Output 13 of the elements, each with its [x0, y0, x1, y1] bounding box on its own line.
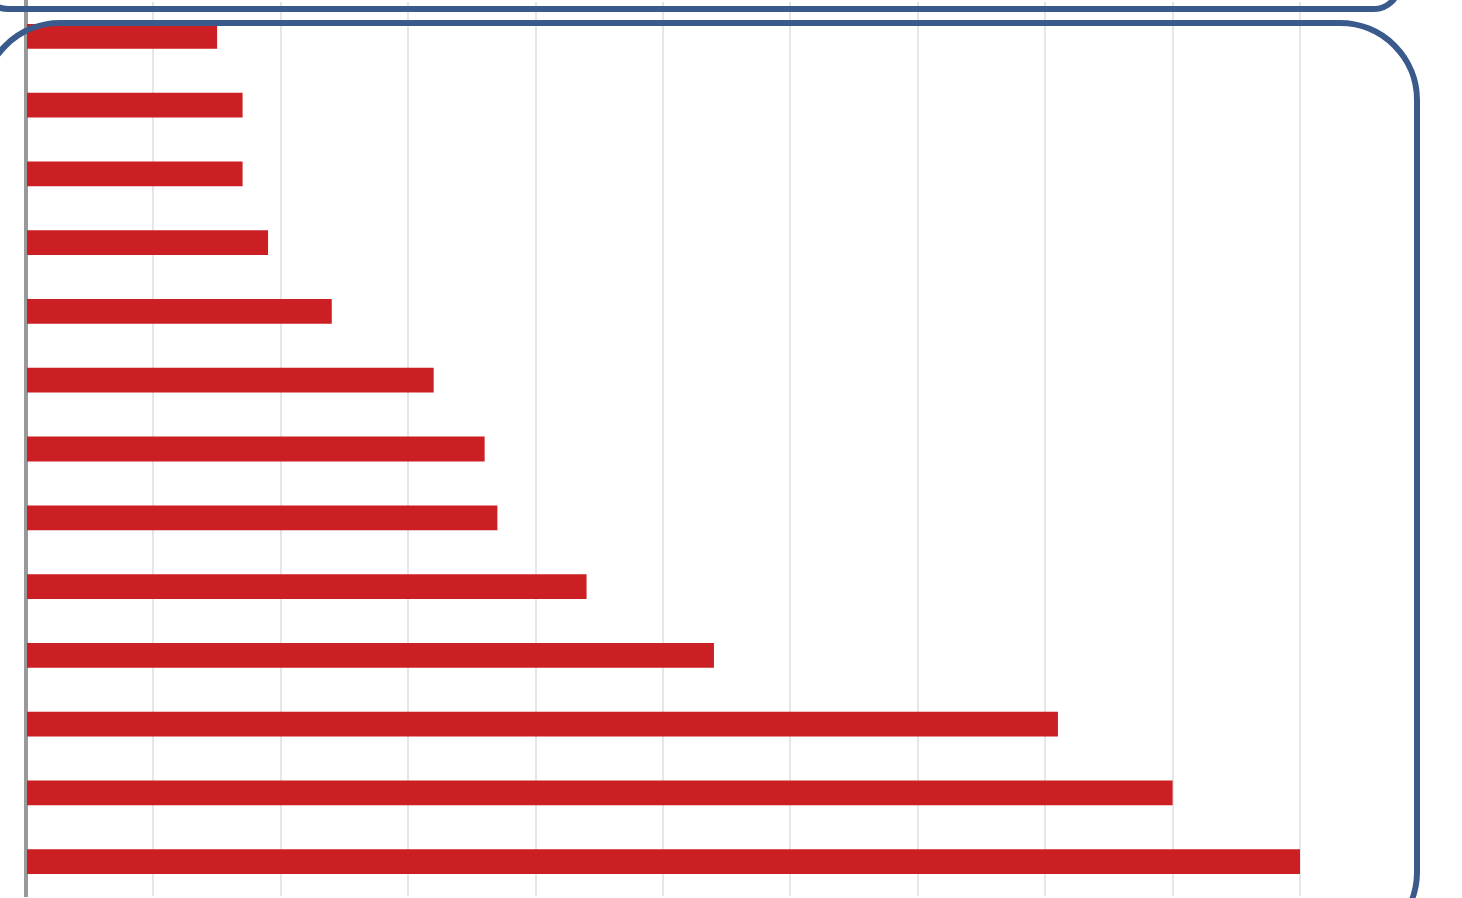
bar — [27, 505, 498, 531]
bar — [27, 92, 243, 118]
bar — [27, 780, 1173, 806]
bar — [27, 642, 714, 668]
bar — [27, 367, 434, 393]
bar — [27, 299, 332, 324]
bar — [27, 24, 218, 49]
bar — [27, 230, 269, 256]
bar — [27, 161, 243, 187]
bar — [27, 574, 587, 599]
bar — [27, 711, 1058, 737]
bar — [27, 436, 485, 462]
bar — [27, 849, 1300, 874]
